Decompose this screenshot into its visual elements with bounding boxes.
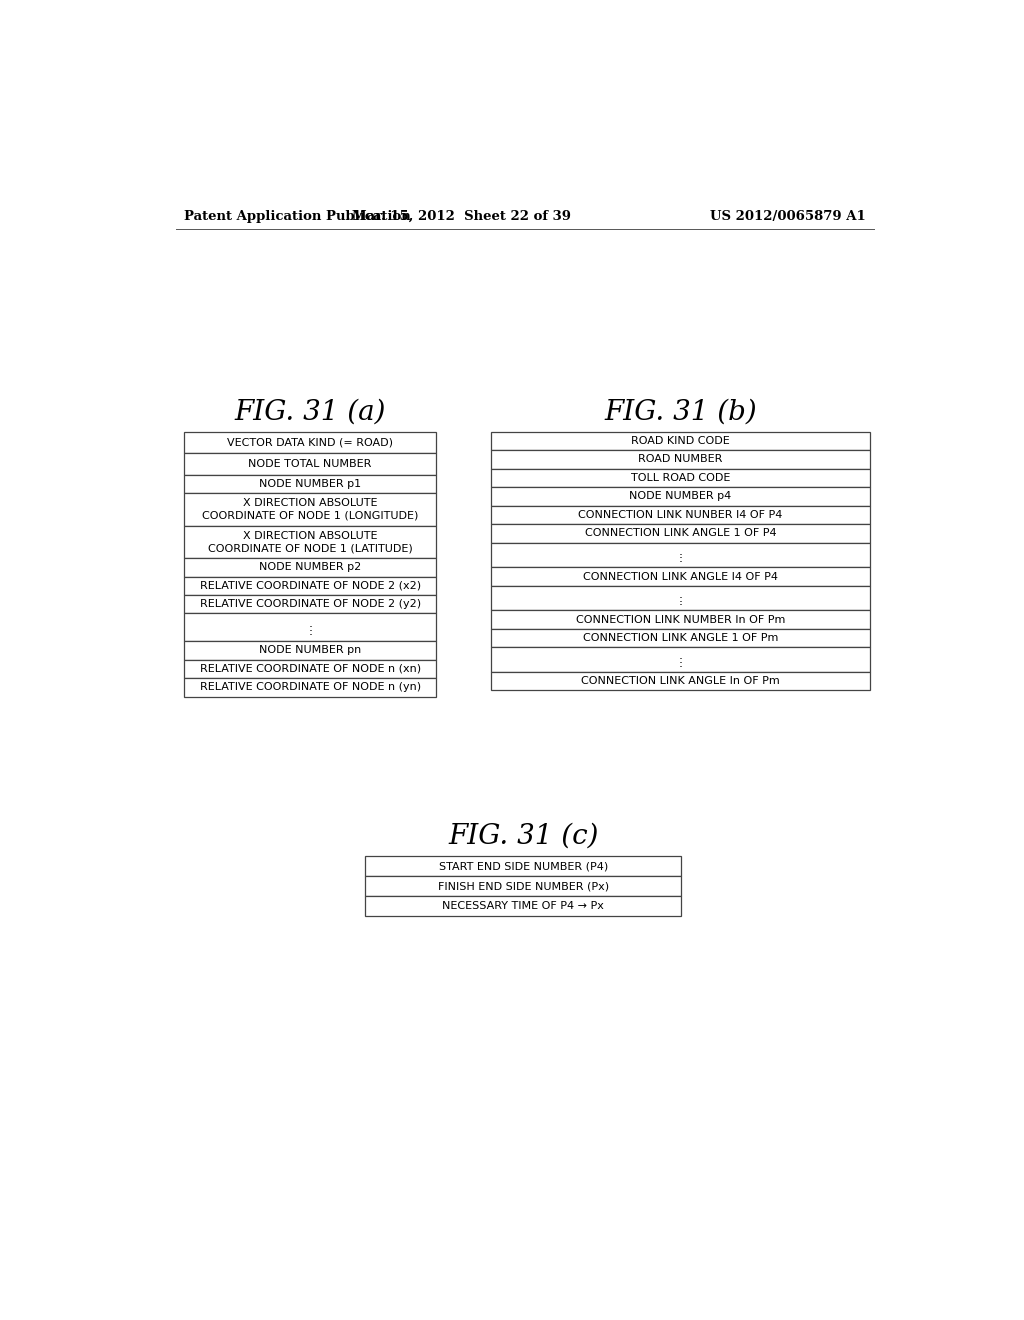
Text: NODE NUMBER p2: NODE NUMBER p2: [259, 562, 361, 573]
Bar: [366, 857, 681, 876]
Bar: [490, 647, 870, 672]
Bar: [183, 453, 436, 475]
Text: NODE NUMBER pn: NODE NUMBER pn: [259, 645, 361, 656]
Bar: [490, 586, 870, 610]
Text: NODE TOTAL NUMBER: NODE TOTAL NUMBER: [249, 459, 372, 469]
Bar: [490, 469, 870, 487]
Bar: [490, 628, 870, 647]
Bar: [183, 642, 436, 660]
Bar: [183, 614, 436, 642]
Text: NODE NUMBER p4: NODE NUMBER p4: [630, 491, 732, 502]
Text: X DIRECTION ABSOLUTE
COORDINATE OF NODE 1 (LONGITUDE): X DIRECTION ABSOLUTE COORDINATE OF NODE …: [202, 499, 419, 520]
Bar: [490, 568, 870, 586]
Bar: [490, 672, 870, 690]
Bar: [366, 876, 681, 896]
Bar: [490, 610, 870, 628]
Text: CONNECTION LINK ANGLE In OF Pm: CONNECTION LINK ANGLE In OF Pm: [582, 676, 780, 686]
Text: .: .: [679, 591, 683, 605]
Text: .: .: [679, 649, 683, 663]
Text: .: .: [308, 624, 312, 638]
Text: ROAD KIND CODE: ROAD KIND CODE: [631, 436, 730, 446]
Bar: [183, 475, 436, 494]
Text: .: .: [679, 552, 683, 565]
Text: FIG. 31 (b): FIG. 31 (b): [604, 399, 757, 426]
Text: FIG. 31 (a): FIG. 31 (a): [234, 399, 386, 426]
Text: .: .: [679, 595, 683, 609]
Text: VECTOR DATA KIND (= ROAD): VECTOR DATA KIND (= ROAD): [227, 437, 393, 447]
Text: CONNECTION LINK ANGLE 1 OF Pm: CONNECTION LINK ANGLE 1 OF Pm: [583, 634, 778, 643]
Text: CONNECTION LINK NUMBER In OF Pm: CONNECTION LINK NUMBER In OF Pm: [575, 615, 785, 624]
Text: .: .: [679, 545, 683, 557]
Text: .: .: [679, 653, 683, 667]
Text: FIG. 31 (c): FIG. 31 (c): [449, 822, 598, 850]
Bar: [183, 558, 436, 577]
Bar: [490, 432, 870, 450]
Text: START END SIDE NUMBER (P4): START END SIDE NUMBER (P4): [438, 861, 608, 871]
Text: X DIRECTION ABSOLUTE
COORDINATE OF NODE 1 (LATITUDE): X DIRECTION ABSOLUTE COORDINATE OF NODE …: [208, 531, 413, 553]
Text: CONNECTION LINK NUNBER I4 OF P4: CONNECTION LINK NUNBER I4 OF P4: [579, 510, 782, 520]
Text: .: .: [308, 620, 312, 634]
Text: Mar. 15, 2012  Sheet 22 of 39: Mar. 15, 2012 Sheet 22 of 39: [352, 210, 570, 223]
Bar: [490, 487, 870, 506]
Bar: [490, 450, 870, 469]
Bar: [490, 524, 870, 543]
Text: NECESSARY TIME OF P4 → Px: NECESSARY TIME OF P4 → Px: [442, 902, 604, 911]
Text: RELATIVE COORDINATE OF NODE n (xn): RELATIVE COORDINATE OF NODE n (xn): [200, 664, 421, 675]
Bar: [366, 896, 681, 916]
Text: FINISH END SIDE NUMBER (Px): FINISH END SIDE NUMBER (Px): [437, 880, 609, 891]
Text: US 2012/0065879 A1: US 2012/0065879 A1: [710, 210, 866, 223]
Text: RELATIVE COORDINATE OF NODE 2 (x2): RELATIVE COORDINATE OF NODE 2 (x2): [200, 581, 421, 591]
Text: Patent Application Publication: Patent Application Publication: [183, 210, 411, 223]
Text: TOLL ROAD CODE: TOLL ROAD CODE: [631, 473, 730, 483]
Text: .: .: [679, 587, 683, 601]
Text: RELATIVE COORDINATE OF NODE 2 (y2): RELATIVE COORDINATE OF NODE 2 (y2): [200, 599, 421, 610]
Bar: [490, 543, 870, 568]
Text: .: .: [679, 657, 683, 671]
Bar: [183, 660, 436, 678]
Text: NODE NUMBER p1: NODE NUMBER p1: [259, 479, 361, 490]
Bar: [490, 506, 870, 524]
Text: .: .: [679, 548, 683, 561]
Text: CONNECTION LINK ANGLE 1 OF P4: CONNECTION LINK ANGLE 1 OF P4: [585, 528, 776, 539]
Bar: [183, 494, 436, 525]
Bar: [183, 432, 436, 453]
Bar: [183, 577, 436, 595]
Text: .: .: [308, 616, 312, 630]
Bar: [183, 525, 436, 558]
Text: ROAD NUMBER: ROAD NUMBER: [638, 454, 723, 465]
Bar: [183, 595, 436, 614]
Text: CONNECTION LINK ANGLE I4 OF P4: CONNECTION LINK ANGLE I4 OF P4: [583, 572, 778, 582]
Text: RELATIVE COORDINATE OF NODE n (yn): RELATIVE COORDINATE OF NODE n (yn): [200, 682, 421, 693]
Bar: [183, 678, 436, 697]
